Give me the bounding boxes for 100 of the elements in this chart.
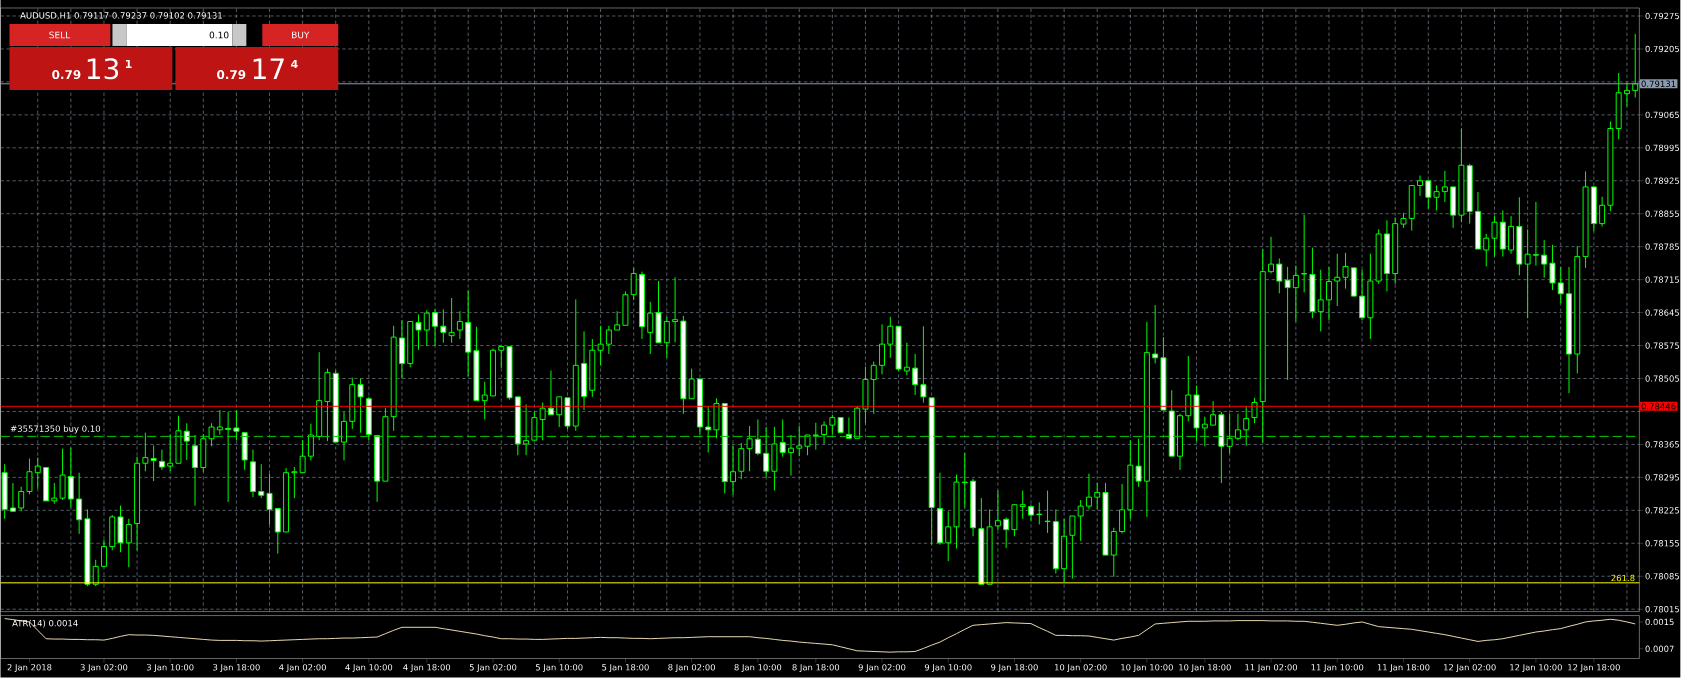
candlestick xyxy=(481,381,488,421)
candlestick xyxy=(440,309,447,344)
y-tick-label: 0.79065 xyxy=(1645,111,1679,119)
candlestick xyxy=(117,505,124,553)
x-tick-label: 11 Jan 02:00 xyxy=(1245,664,1298,673)
candlestick xyxy=(1392,217,1399,285)
candlestick xyxy=(870,361,877,415)
candlestick xyxy=(1516,196,1523,277)
candlestick xyxy=(506,346,513,401)
x-tick-label: 8 Jan 18:00 xyxy=(792,664,840,673)
candlestick xyxy=(100,539,107,568)
annotation: 13 xyxy=(87,58,119,80)
candlestick xyxy=(1367,253,1374,340)
candlestick xyxy=(291,466,298,499)
candlestick xyxy=(920,325,927,404)
candlestick xyxy=(1,463,8,520)
x-tick-label: 11 Jan 18:00 xyxy=(1377,664,1430,673)
candlestick xyxy=(895,325,902,372)
candlestick xyxy=(26,458,33,496)
candlestick xyxy=(705,406,712,454)
candlestick xyxy=(672,277,679,343)
candlestick xyxy=(158,449,165,471)
candlestick xyxy=(1425,180,1432,210)
ref-line-label: 0.79131 xyxy=(1641,80,1676,88)
candlestick xyxy=(1226,413,1233,455)
candlestick xyxy=(43,467,50,502)
candlestick xyxy=(1317,269,1324,333)
x-tick-label: 3 Jan 18:00 xyxy=(213,664,260,673)
candlestick xyxy=(1574,245,1581,375)
candlestick xyxy=(1143,321,1150,518)
candlestick xyxy=(556,396,563,428)
y-tick-label: 0.78225 xyxy=(1645,507,1679,514)
candlestick xyxy=(316,351,323,441)
candlestick xyxy=(208,422,215,448)
candlestick xyxy=(341,411,347,462)
x-tick-label: 3 Jan 02:00 xyxy=(80,664,128,673)
candlestick xyxy=(754,419,761,456)
candlestick xyxy=(374,435,381,503)
candlestick xyxy=(1119,483,1126,535)
candlestick xyxy=(581,331,588,411)
candlestick xyxy=(622,291,629,327)
candlestick xyxy=(266,473,273,526)
candlestick xyxy=(390,325,397,432)
candlestick xyxy=(771,426,778,492)
x-tick-label: 10 Jan 10:00 xyxy=(1121,664,1173,673)
candlestick xyxy=(1441,170,1448,203)
candlestick xyxy=(1168,390,1175,457)
candlestick xyxy=(1210,400,1217,426)
candlestick xyxy=(1243,406,1250,447)
annotation: BUY xyxy=(292,31,310,39)
candlestick xyxy=(349,377,356,430)
y-tick-label: 0.78925 xyxy=(1645,177,1679,185)
candlestick xyxy=(721,403,728,495)
candlestick xyxy=(59,448,66,501)
candlestick xyxy=(1532,201,1539,267)
x-tick-label: 12 Jan 10:00 xyxy=(1510,664,1562,673)
x-tick-label: 5 Jan 10:00 xyxy=(535,664,583,673)
candlestick xyxy=(1069,515,1076,580)
candlestick xyxy=(978,497,985,585)
candlestick xyxy=(1036,502,1043,526)
candlestick xyxy=(415,314,422,351)
chart-title: ATR(14) 0.0014 xyxy=(12,620,78,628)
candlestick xyxy=(18,486,25,513)
x-tick-label: 2 Jan 2018 xyxy=(7,664,52,673)
candlestick xyxy=(1218,411,1225,484)
candlestick xyxy=(1110,527,1117,578)
annotation: SELL xyxy=(49,31,71,39)
candlestick xyxy=(432,309,439,347)
candlestick xyxy=(680,315,687,415)
chart-title: AUDUSD,H1 0.79117 0.79237 0.79102 0.79131 xyxy=(20,12,222,20)
candlestick xyxy=(1052,509,1059,575)
candlestick xyxy=(713,398,720,440)
annotation: 261.8 xyxy=(1611,575,1635,582)
x-tick-label: 10 Jan 18:00 xyxy=(1179,664,1231,673)
candlestick xyxy=(1623,82,1630,108)
candlestick xyxy=(1334,253,1341,307)
x-tick-label: 9 Jan 18:00 xyxy=(991,664,1038,673)
candlestick xyxy=(283,467,290,533)
candlestick xyxy=(1028,504,1034,522)
candlestick xyxy=(953,474,960,550)
candlestick xyxy=(1177,413,1183,471)
candlestick xyxy=(1599,196,1606,228)
ref-line-label: #35571350 buy 0.10 xyxy=(10,425,101,434)
candlestick xyxy=(473,326,480,402)
x-tick-label: 4 Jan 02:00 xyxy=(279,664,326,673)
candlestick xyxy=(572,299,579,432)
candlestick xyxy=(249,449,256,498)
candlestick xyxy=(1632,33,1639,99)
candlestick xyxy=(1085,473,1092,511)
candlestick xyxy=(738,442,745,480)
candlestick xyxy=(175,415,182,464)
candlestick xyxy=(523,404,530,456)
candlestick xyxy=(1268,236,1275,275)
annotation: 0.10 xyxy=(209,31,229,39)
candlestick xyxy=(1499,210,1506,258)
candlestick xyxy=(274,508,281,555)
candlestick xyxy=(258,463,265,499)
candlestick xyxy=(1284,266,1291,381)
candlestick xyxy=(1185,355,1192,423)
candlestick xyxy=(84,509,91,587)
